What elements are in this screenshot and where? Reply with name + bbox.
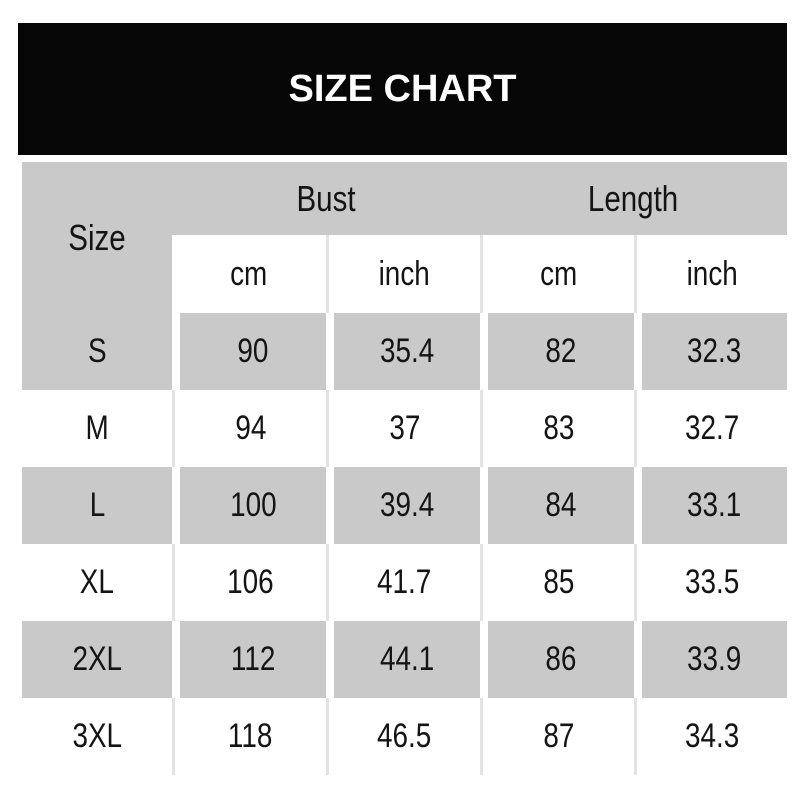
length-inch-cell: 32.7 <box>634 390 788 467</box>
size-cell: M <box>22 390 172 467</box>
value: 33.1 <box>687 486 742 524</box>
length-cm-cell: 86 <box>480 621 635 698</box>
unit-header-bust-inch: inch <box>326 235 481 313</box>
length-cm-cell: 82 <box>480 313 635 390</box>
column-group-length-label: Length <box>588 177 679 219</box>
bust-inch-cell: 41.7 <box>326 544 481 621</box>
bust-cm-cell: 90 <box>172 313 326 390</box>
column-group-bust-label: Bust <box>296 177 356 219</box>
value: 94 <box>234 409 267 447</box>
value: 86 <box>545 640 577 678</box>
value: 87 <box>542 717 575 755</box>
bust-cm-cell: 100 <box>172 467 326 544</box>
value: 34.3 <box>684 717 740 755</box>
value: 106 <box>227 563 274 601</box>
size-cell: 2XL <box>22 621 172 698</box>
table-row-s: S 90 35.4 82 32.3 <box>22 313 788 390</box>
size-chart-table: Size Bust Length cm inch cm inch S <box>22 162 788 775</box>
value: 32.7 <box>684 409 740 447</box>
length-cm-cell: 87 <box>480 698 635 775</box>
bust-inch-cell: 37 <box>326 390 481 467</box>
unit-header-bust-cm: cm <box>172 235 326 313</box>
unit-header-label: inch <box>686 254 738 293</box>
size-label: XL <box>79 563 115 601</box>
unit-header-length-cm: cm <box>480 235 635 313</box>
value: 44.1 <box>379 640 435 678</box>
size-cell: S <box>22 313 172 390</box>
size-label: S <box>87 332 107 370</box>
length-inch-cell: 34.3 <box>634 698 788 775</box>
value: 112 <box>230 640 276 678</box>
bust-inch-cell: 39.4 <box>326 467 481 544</box>
value: 85 <box>542 563 575 601</box>
value: 90 <box>237 332 269 370</box>
value: 33.5 <box>684 563 740 601</box>
header-unit-row: cm inch cm inch <box>22 235 788 313</box>
unit-header-length-inch: inch <box>634 235 788 313</box>
column-group-bust: Bust <box>172 162 481 235</box>
bust-cm-cell: 112 <box>172 621 326 698</box>
header-group-row: Size Bust Length <box>22 162 788 313</box>
bust-inch-cell: 35.4 <box>326 313 481 390</box>
size-cell: L <box>22 467 172 544</box>
length-inch-cell: 33.9 <box>634 621 788 698</box>
length-cm-cell: 85 <box>480 544 635 621</box>
table-row-m: M 94 37 83 32.7 <box>22 390 788 467</box>
table-row-3xl: 3XL 118 46.5 87 34.3 <box>22 698 788 775</box>
length-cm-cell: 84 <box>480 467 635 544</box>
corner-header-label: Size <box>68 216 126 258</box>
bust-inch-cell: 46.5 <box>326 698 481 775</box>
size-label: 2XL <box>72 640 122 678</box>
value: 46.5 <box>377 717 432 755</box>
value: 41.7 <box>377 563 432 601</box>
page-title: SIZE CHART <box>288 67 517 110</box>
column-group-length: Length <box>480 162 788 235</box>
unit-header-label: cm <box>230 254 268 293</box>
bust-cm-cell: 106 <box>172 544 326 621</box>
bust-cm-cell: 94 <box>172 390 326 467</box>
value: 118 <box>228 717 273 755</box>
value: 35.4 <box>379 332 435 370</box>
length-cm-cell: 83 <box>480 390 635 467</box>
length-inch-cell: 33.1 <box>634 467 788 544</box>
value: 100 <box>229 486 277 524</box>
value: 33.9 <box>687 640 742 678</box>
value: 82 <box>545 332 577 370</box>
size-label: L <box>89 486 105 524</box>
value: 83 <box>542 409 575 447</box>
table-row-xl: XL 106 41.7 85 33.5 <box>22 544 788 621</box>
table-row-2xl: 2XL 112 44.1 86 33.9 <box>22 621 788 698</box>
bust-inch-cell: 44.1 <box>326 621 481 698</box>
unit-header-label: cm <box>539 254 578 293</box>
value: 32.3 <box>687 332 742 370</box>
value: 39.4 <box>379 486 435 524</box>
size-cell: 3XL <box>22 698 172 775</box>
value: 37 <box>388 409 421 447</box>
length-inch-cell: 32.3 <box>634 313 788 390</box>
title-bar: SIZE CHART <box>18 23 787 155</box>
corner-header-size: Size <box>22 162 172 313</box>
table-row-l: L 100 39.4 84 33.1 <box>22 467 788 544</box>
size-label: 3XL <box>72 717 122 755</box>
unit-header-label: inch <box>378 254 431 293</box>
size-label: M <box>85 409 109 447</box>
size-cell: XL <box>22 544 172 621</box>
bust-cm-cell: 118 <box>172 698 326 775</box>
value: 84 <box>545 486 577 524</box>
length-inch-cell: 33.5 <box>634 544 788 621</box>
